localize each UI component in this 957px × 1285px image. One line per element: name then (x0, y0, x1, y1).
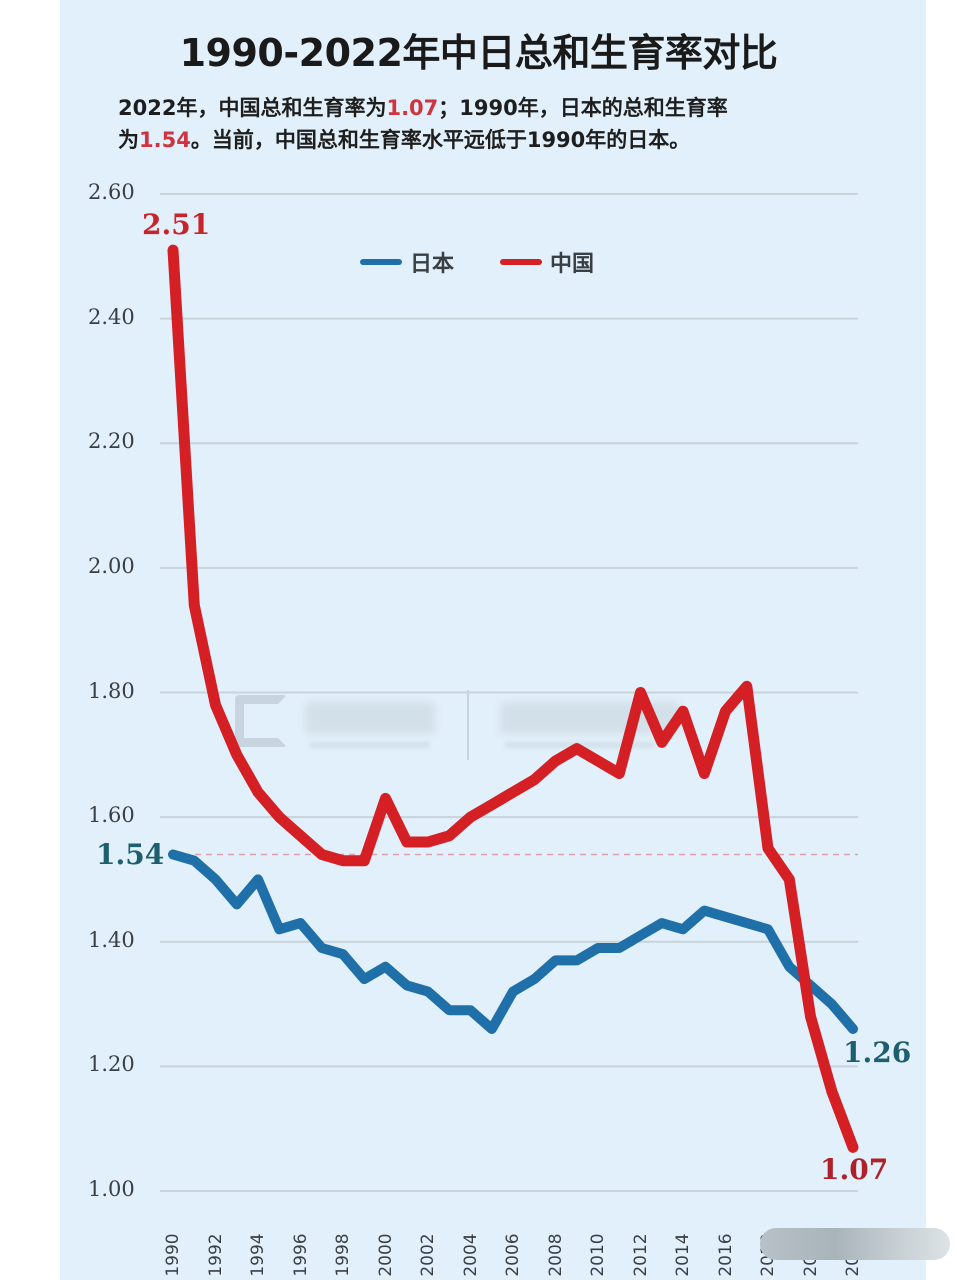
legend-item-japan: 日本 (360, 246, 454, 278)
annotation-japan-2022: 1.26 (843, 1036, 912, 1069)
x-tick-label: 2004 (460, 1233, 481, 1277)
x-tick-label: 1994 (248, 1233, 268, 1277)
watermark-blur (310, 742, 430, 748)
x-tick-label: 1992 (205, 1233, 226, 1277)
subtitle-text: ；1990年，日本的总和生育率 (438, 96, 728, 120)
legend-item-china: 中国 (500, 246, 594, 278)
subtitle-text: 2022年，中国总和生育率为 (118, 96, 387, 120)
y-tick-label: 2.00 (88, 553, 135, 578)
x-tick-label: 2000 (375, 1233, 396, 1277)
watermark-logo-icon (235, 695, 287, 747)
y-tick-label: 1.60 (88, 803, 135, 828)
y-tick-label: 1.00 (88, 1177, 135, 1201)
x-tick-label: 2010 (588, 1233, 608, 1277)
legend-label-japan: 日本 (410, 252, 455, 277)
series-line-japan (168, 849, 858, 1034)
blurred-watermark (760, 1228, 950, 1260)
chart-subtitle: 2022年，中国总和生育率为1.07；1990年，日本的总和生育率 为1.54。… (118, 92, 898, 156)
x-tick-label: 2014 (673, 1233, 693, 1277)
legend-swatch-japan (360, 259, 402, 265)
chart-title: 1990-2022年中日总和生育率对比 (179, 31, 778, 75)
x-tick-label: 1990 (163, 1233, 183, 1277)
y-tick-label: 2.40 (88, 304, 135, 329)
annotation-japan-1990: 1.54 (96, 838, 165, 871)
x-tick-label: 1996 (290, 1233, 311, 1277)
x-tick-label: 2016 (715, 1233, 736, 1277)
y-tick-label: 1.40 (88, 927, 135, 952)
subtitle-text: 为 (118, 128, 139, 152)
y-tick-label: 2.20 (88, 429, 135, 454)
y-tick-label: 1.20 (88, 1052, 135, 1077)
y-tick-label: 2.60 (88, 180, 135, 204)
watermark-blur (305, 702, 435, 734)
chart-legend: 日本 中国 (360, 246, 626, 278)
x-tick-label: 2008 (545, 1233, 566, 1277)
legend-label-china: 中国 (550, 252, 595, 277)
legend-swatch-china (500, 259, 543, 265)
x-tick-label: 1998 (333, 1233, 353, 1277)
x-tick-label: 2012 (630, 1233, 651, 1277)
annotation-china-1990: 2.51 (142, 208, 211, 241)
subtitle-highlight-japan: 1.54 (139, 128, 191, 152)
subtitle-highlight-china: 1.07 (386, 96, 439, 120)
x-tick-label: 2006 (503, 1233, 523, 1277)
watermark-separator (467, 690, 469, 760)
x-tick-label: 2002 (418, 1233, 438, 1277)
subtitle-text: 。当前，中国总和生育率水平远低于1990年的日本。 (190, 128, 691, 152)
annotation-china-2022: 1.07 (820, 1153, 889, 1186)
series-line-china (167, 244, 859, 1153)
y-tick-label: 1.80 (88, 678, 135, 703)
